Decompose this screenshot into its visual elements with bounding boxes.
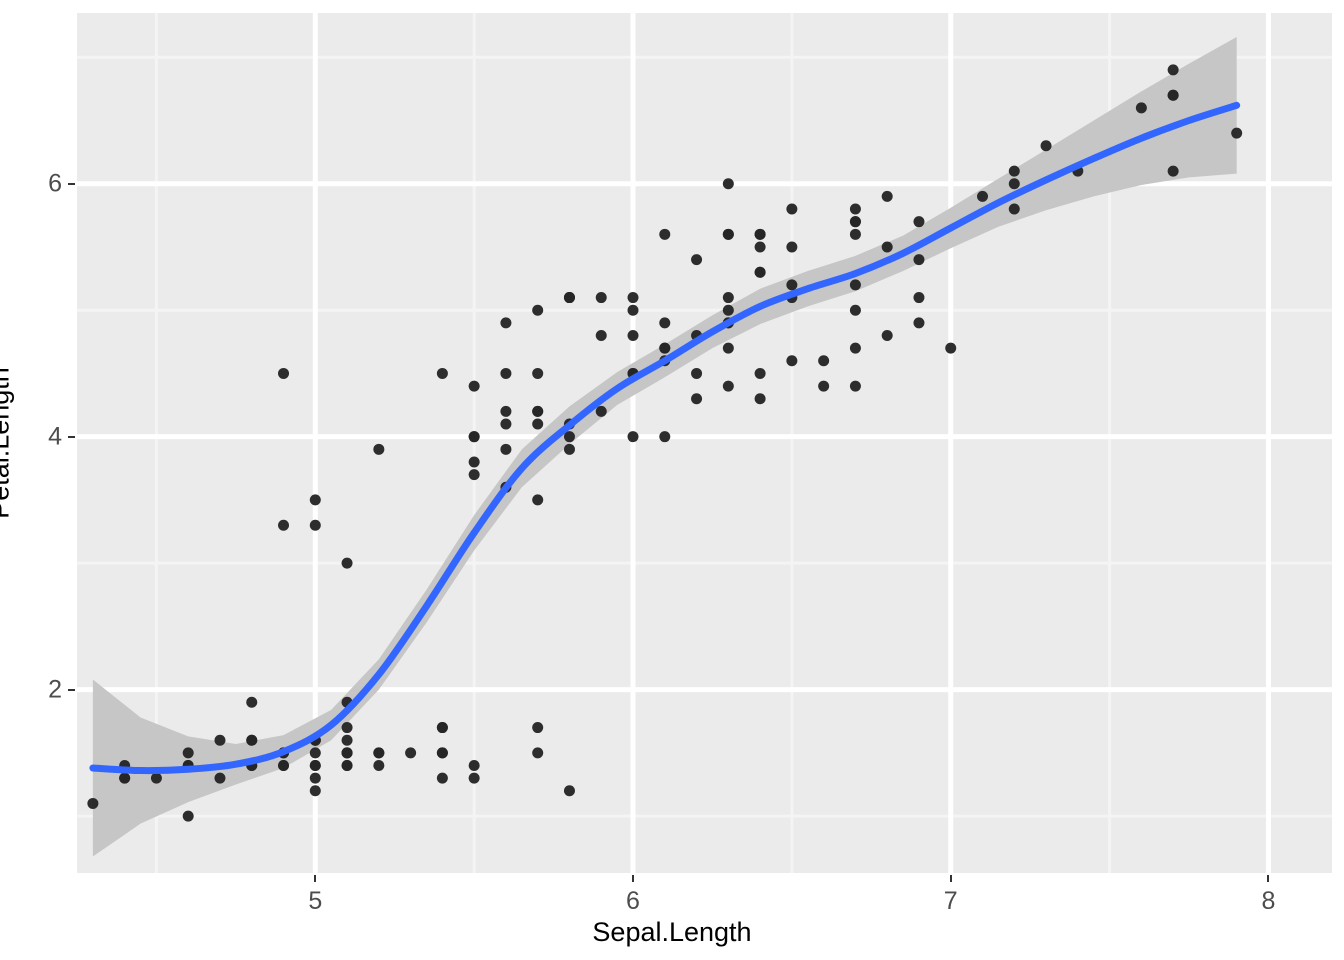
y-axis-title: Petal.Length: [0, 367, 15, 519]
y-tick-mark: [68, 688, 75, 691]
x-tick-mark: [632, 875, 634, 882]
y-tick-label: 2: [48, 675, 62, 704]
y-tick-label: 4: [48, 422, 62, 451]
loess-smooth-line: [89, 101, 1241, 775]
plot-canvas: [77, 13, 1332, 873]
y-tick-mark: [68, 182, 75, 185]
y-tick-label: 6: [48, 169, 62, 198]
x-axis-title: Sepal.Length: [592, 917, 752, 947]
x-tick-label: 5: [308, 887, 323, 915]
y-tick-mark: [68, 435, 75, 438]
x-tick-mark: [314, 875, 317, 882]
x-tick-mark: [1267, 875, 1270, 882]
confidence-ribbon: [92, 37, 1237, 857]
x-tick-label: 7: [943, 887, 958, 915]
x-tick-label: 6: [626, 887, 640, 915]
x-tick-mark: [949, 875, 952, 882]
plot-panel: [77, 13, 1332, 873]
x-tick-label: 8: [1261, 887, 1276, 915]
